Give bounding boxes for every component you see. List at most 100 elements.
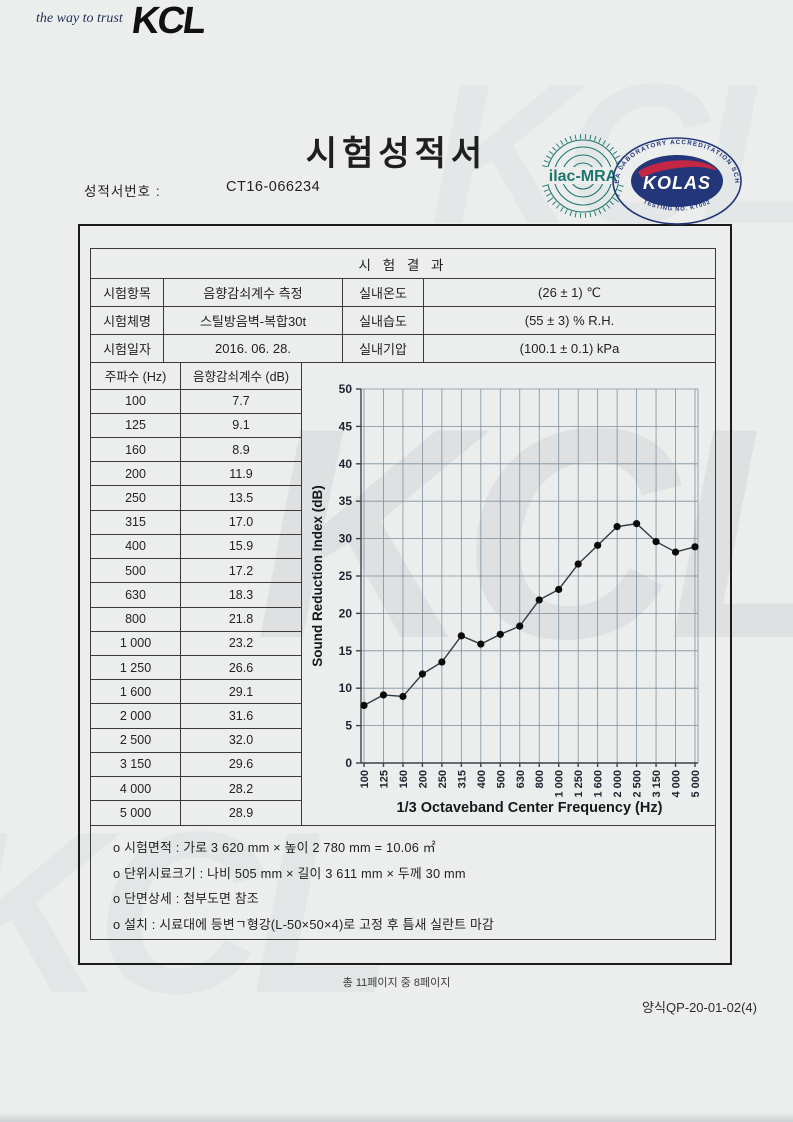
svg-text:25: 25 xyxy=(339,569,353,583)
frequency-value: 1 600 xyxy=(91,679,181,705)
page-number-info: 총 11페이지 중 8페이지 xyxy=(342,977,451,989)
frequency-value: 125 xyxy=(91,413,181,438)
frequency-value: 1 000 xyxy=(91,631,181,656)
row-label: 시험일자 xyxy=(91,335,164,363)
frequency-table-row: 200 11.9 xyxy=(91,461,302,487)
row-value: (55 ± 3) % R.H. xyxy=(424,307,715,335)
frequency-table-row: 1 250 26.6 xyxy=(91,655,302,681)
frequency-value: 250 xyxy=(91,485,181,511)
frequency-table-row: 2 500 32.0 xyxy=(91,728,302,753)
svg-text:2 000: 2 000 xyxy=(612,770,624,798)
ilac-mra-text: ilac-MRA xyxy=(549,168,618,185)
svg-text:0: 0 xyxy=(345,756,352,770)
note-line: o 단위시료크기 : 나비 505 mm × 길이 3 611 mm × 두께 … xyxy=(113,865,466,881)
svg-text:1 600: 1 600 xyxy=(593,770,605,798)
reduction-value: 18.3 xyxy=(180,582,302,608)
svg-text:40: 40 xyxy=(339,457,353,471)
row-value: 스틸방음벽-복합30t xyxy=(164,307,343,335)
note-line: o 시험면적 : 가로 3 620 mm × 높이 2 780 mm = 10.… xyxy=(113,840,436,855)
svg-text:3 150: 3 150 xyxy=(651,770,663,798)
reduction-value: 26.6 xyxy=(180,655,302,681)
reduction-value: 11.9 xyxy=(180,461,302,487)
freq-col-header: 주파수 (Hz) xyxy=(91,363,181,390)
frequency-value: 2 500 xyxy=(91,728,181,753)
reduction-value: 13.5 xyxy=(180,485,302,511)
table-row: 시험일자 2016. 06. 28. 실내기압 (100.1 ± 0.1) kP… xyxy=(91,335,715,363)
reduction-value: 29.1 xyxy=(180,679,302,705)
frequency-table-row: 1 000 23.2 xyxy=(91,631,302,656)
frequency-value: 800 xyxy=(91,607,181,632)
header-band xyxy=(0,0,793,58)
svg-text:Sound Reduction Index (dB): Sound Reduction Index (dB) xyxy=(310,485,325,667)
svg-text:30: 30 xyxy=(339,532,353,546)
frequency-table-row: 160 8.9 xyxy=(91,437,302,463)
reduction-value: 7.7 xyxy=(180,389,302,414)
svg-text:315: 315 xyxy=(456,770,468,788)
reduction-value: 8.9 xyxy=(180,437,302,463)
reduction-value: 23.2 xyxy=(180,631,302,656)
reduction-value: 17.0 xyxy=(180,510,302,535)
row-label: 실내습도 xyxy=(343,307,424,335)
row-label: 실내기압 xyxy=(343,335,424,363)
svg-text:4 000: 4 000 xyxy=(671,770,683,798)
frequency-table-row: 100 7.7 xyxy=(91,389,302,414)
frequency-value: 100 xyxy=(91,389,181,414)
report-outer-frame xyxy=(78,224,732,965)
sound-reduction-chart: 0 5 10 15 20 25 30 35 40 45 50 100 125 160 200 250 315 40… xyxy=(302,363,715,825)
svg-text:160: 160 xyxy=(398,770,410,788)
frequency-value: 200 xyxy=(91,461,181,487)
row-label: 시험항목 xyxy=(91,279,164,307)
reduction-value: 17.2 xyxy=(180,558,302,584)
table-row: 시험항목 음향감쇠계수 측정 실내온도 (26 ± 1) ℃ xyxy=(91,279,715,307)
svg-text:1 250: 1 250 xyxy=(573,770,585,798)
row-value: (26 ± 1) ℃ xyxy=(424,279,715,307)
result-table: 시 험 결 과 시험항목 음향감쇠계수 측정 실내온도 (26 ± 1) ℃ 시… xyxy=(90,248,716,940)
frequency-value: 400 xyxy=(91,534,181,560)
reduction-value: 28.2 xyxy=(180,776,302,802)
frequency-table-row: 4 000 28.2 xyxy=(91,776,302,802)
frequency-table-row: 125 9.1 xyxy=(91,413,302,438)
reduction-value: 28.9 xyxy=(180,800,302,825)
svg-text:1 000: 1 000 xyxy=(554,770,566,798)
kolas-logo: KOREA LABORATORY ACCREDITATION SCHEME KO… xyxy=(610,136,742,225)
frequency-value: 630 xyxy=(91,582,181,608)
svg-text:20: 20 xyxy=(339,606,353,620)
note-line: o 설치 : 시료대에 등변ㄱ형강(L-50×50×4)로 고정 후 틈새 실란… xyxy=(113,916,494,932)
page-title: 시험성적서 xyxy=(305,135,488,173)
frequency-table-row: 1 600 29.1 xyxy=(91,679,302,705)
svg-text:800: 800 xyxy=(534,770,546,788)
svg-text:200: 200 xyxy=(417,770,429,788)
frequency-value: 1 250 xyxy=(91,655,181,681)
report-number-label: 성적서번호 : xyxy=(84,184,161,199)
svg-text:1/3 Octaveband Center Frequenc: 1/3 Octaveband Center Frequency (Hz) xyxy=(397,800,663,816)
frequency-table: 주파수 (Hz) 음향감쇠계수 (dB) 100 7.7 125 9.1 160 8.9 2… xyxy=(91,363,302,825)
reduction-value: 32.0 xyxy=(180,728,302,753)
frequency-table-row: 5 000 28.9 xyxy=(91,800,302,825)
test-notes: o 시험면적 : 가로 3 620 mm × 높이 2 780 mm = 10.… xyxy=(91,825,715,938)
frequency-value: 160 xyxy=(91,437,181,463)
svg-text:400: 400 xyxy=(476,770,488,788)
note-line: o 단면상세 : 첨부도면 참조 xyxy=(113,891,259,906)
row-value: (100.1 ± 0.1) kPa xyxy=(424,335,715,363)
frequency-table-row: 630 18.3 xyxy=(91,582,302,608)
frequency-table-row: 3 150 29.6 xyxy=(91,752,302,778)
ilac-mra-logo: ilac-MRA xyxy=(538,134,628,218)
reduction-value: 29.6 xyxy=(180,752,302,778)
svg-text:50: 50 xyxy=(339,382,353,396)
svg-text:10: 10 xyxy=(339,681,353,695)
row-label: 실내온도 xyxy=(343,279,424,307)
svg-text:500: 500 xyxy=(495,770,507,788)
header-tagline: the way to trust xyxy=(36,11,123,26)
reduction-value: 15.9 xyxy=(180,534,302,560)
frequency-value: 500 xyxy=(91,558,181,584)
row-value: 2016. 06. 28. xyxy=(164,335,343,363)
frequency-value: 5 000 xyxy=(91,800,181,825)
scan-edge-shade xyxy=(0,1112,793,1122)
value-col-header: 음향감쇠계수 (dB) xyxy=(180,363,302,390)
svg-text:45: 45 xyxy=(339,419,353,433)
frequency-table-row: 400 15.9 xyxy=(91,534,302,560)
frequency-table-row: 800 21.8 xyxy=(91,607,302,632)
svg-text:125: 125 xyxy=(378,770,390,788)
report-number-value: CT16-066234 xyxy=(226,179,321,195)
